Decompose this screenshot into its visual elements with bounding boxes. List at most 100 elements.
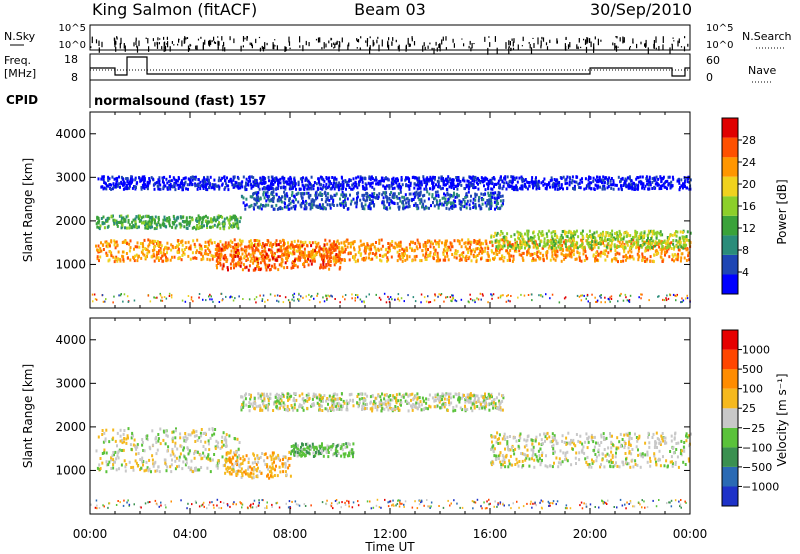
power-cell bbox=[467, 241, 470, 245]
power-cell bbox=[162, 221, 165, 225]
power-cell bbox=[571, 249, 574, 253]
power-cell bbox=[166, 246, 169, 250]
nsky-point bbox=[678, 38, 680, 44]
power-cell bbox=[440, 175, 443, 179]
power-cell bbox=[646, 182, 649, 186]
power-cell bbox=[128, 186, 131, 190]
power-cell bbox=[397, 184, 400, 188]
power-cell bbox=[587, 243, 590, 247]
power-cell bbox=[398, 205, 401, 209]
power-cell bbox=[388, 197, 391, 201]
power-cell bbox=[490, 197, 493, 201]
power-cell bbox=[650, 237, 653, 240]
power-cell bbox=[460, 258, 463, 262]
power-cell bbox=[344, 203, 347, 207]
power-cell bbox=[524, 184, 527, 188]
power-cell bbox=[146, 255, 148, 259]
power-cell bbox=[425, 250, 428, 254]
power-cell bbox=[331, 185, 334, 189]
power-cell bbox=[534, 258, 537, 262]
nsky-point bbox=[471, 43, 473, 49]
power-cell bbox=[473, 240, 476, 244]
power-clutter-cell bbox=[293, 299, 295, 302]
power-cell bbox=[284, 197, 287, 201]
power-cell bbox=[297, 256, 300, 260]
power-cell bbox=[370, 181, 373, 185]
power-cell bbox=[560, 240, 563, 244]
nsearch-label: N.Search bbox=[742, 30, 792, 43]
power-cell bbox=[377, 247, 380, 251]
power-cell bbox=[209, 175, 212, 179]
power-cell bbox=[684, 178, 687, 182]
power-cell bbox=[534, 183, 537, 187]
power-cell bbox=[128, 249, 131, 253]
power-cell bbox=[328, 239, 331, 243]
power-cell bbox=[362, 242, 365, 246]
power-cell bbox=[315, 243, 318, 247]
power-cell bbox=[465, 202, 468, 206]
power-cell bbox=[238, 258, 241, 262]
power-clutter-cell bbox=[675, 299, 677, 302]
power-cell bbox=[447, 193, 450, 197]
nsky-point bbox=[423, 42, 425, 47]
power-cell bbox=[302, 253, 305, 256]
power-cell bbox=[206, 175, 209, 179]
power-cell bbox=[560, 246, 562, 250]
power-cell bbox=[246, 257, 249, 261]
power-cell bbox=[661, 233, 664, 237]
power-cell bbox=[573, 239, 575, 243]
power-cell bbox=[642, 256, 645, 260]
power-cell bbox=[313, 257, 316, 261]
power-cell bbox=[155, 253, 158, 256]
power-cell bbox=[416, 178, 419, 182]
power-cell bbox=[668, 175, 671, 179]
power-cell bbox=[382, 200, 385, 204]
power-cell bbox=[612, 238, 615, 242]
power-cell bbox=[480, 198, 483, 202]
power-cell bbox=[401, 195, 404, 199]
power-cell bbox=[396, 245, 399, 249]
power-cell bbox=[511, 185, 514, 189]
power-cell bbox=[343, 199, 346, 203]
power-cell bbox=[288, 187, 291, 191]
power-cell bbox=[133, 257, 135, 260]
power-cell bbox=[294, 204, 297, 208]
power-cell bbox=[372, 200, 374, 204]
power-cell bbox=[240, 261, 243, 265]
power-cell bbox=[213, 187, 216, 191]
power-cell bbox=[140, 186, 143, 189]
power-cell bbox=[267, 248, 270, 252]
nsky-point bbox=[409, 43, 411, 47]
power-cell bbox=[512, 177, 515, 181]
nave-tick-top: 60 bbox=[706, 54, 720, 67]
power-cell bbox=[147, 184, 149, 187]
power-cell bbox=[568, 180, 571, 184]
power-cell bbox=[532, 231, 535, 235]
nsky-point bbox=[152, 38, 154, 42]
power-cell bbox=[383, 179, 385, 183]
power-cell bbox=[672, 242, 675, 246]
power-cell bbox=[311, 256, 313, 260]
power-cell bbox=[639, 175, 642, 179]
power-cell bbox=[253, 239, 256, 242]
power-cell bbox=[237, 254, 240, 258]
power-cell bbox=[209, 250, 212, 254]
power-cell bbox=[98, 219, 101, 223]
power-cell bbox=[120, 180, 123, 184]
power-cell bbox=[125, 215, 128, 219]
power-cell bbox=[506, 246, 509, 250]
power-cell bbox=[487, 191, 490, 195]
power-cell bbox=[671, 253, 674, 257]
power-cell bbox=[384, 248, 387, 252]
power-cell bbox=[688, 258, 691, 262]
power-cell bbox=[143, 221, 146, 225]
power-cell bbox=[571, 241, 574, 245]
power-cell bbox=[263, 244, 266, 248]
power-cell bbox=[325, 264, 328, 268]
power-cell bbox=[245, 245, 248, 249]
power-cell bbox=[610, 235, 613, 239]
power-cell bbox=[319, 175, 322, 179]
power-cell bbox=[237, 263, 240, 267]
power-cell bbox=[679, 240, 682, 244]
power-cell bbox=[204, 219, 207, 223]
